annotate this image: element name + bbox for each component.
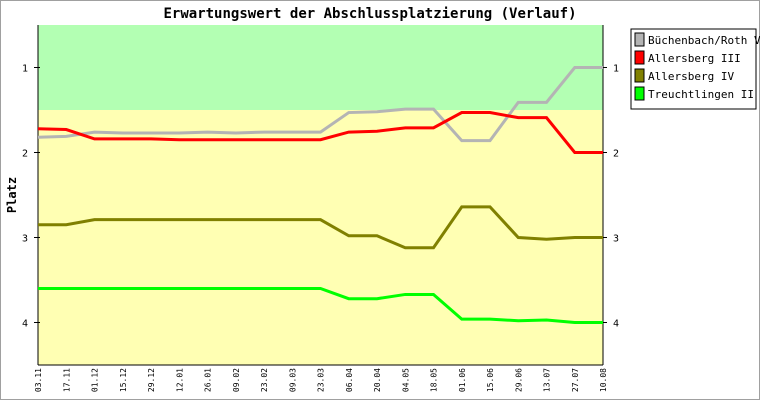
x-tick-label: 04.05 bbox=[401, 368, 410, 392]
x-tick-label: 01.12 bbox=[91, 368, 100, 392]
x-tick-label: 06.04 bbox=[345, 368, 354, 392]
legend-box bbox=[630, 28, 757, 110]
x-tick-label: 13.07 bbox=[543, 368, 552, 392]
x-tick-label: 29.12 bbox=[147, 368, 156, 392]
series-line-2 bbox=[38, 205, 603, 250]
y-tick-label-right: 4 bbox=[613, 319, 619, 330]
band-1 bbox=[38, 110, 603, 365]
legend-label: Büchenbach/Roth V bbox=[648, 34, 760, 47]
x-tick-label: 10.08 bbox=[599, 368, 608, 392]
legend-swatch bbox=[634, 50, 645, 65]
x-tick-label: 18.05 bbox=[430, 368, 439, 392]
x-tick-label: 27.07 bbox=[571, 368, 580, 392]
series-line-1 bbox=[37, 111, 603, 154]
y-tick-label-right: 2 bbox=[613, 149, 619, 160]
y-tick-label: 3 bbox=[22, 234, 28, 245]
y-tick-label: 2 bbox=[22, 149, 28, 160]
y-axis-label: Platz bbox=[5, 177, 19, 213]
x-tick-label: 17.11 bbox=[62, 368, 71, 392]
x-tick-label: 23.03 bbox=[317, 368, 326, 392]
legend: Büchenbach/Roth V Allersberg III Allersber… bbox=[630, 28, 760, 110]
x-tick-label: 09.03 bbox=[288, 368, 297, 392]
x-tick-label: 15.12 bbox=[119, 368, 128, 392]
y-tick-label: 1 bbox=[22, 64, 28, 75]
series-line-3 bbox=[38, 287, 603, 324]
x-tick-label: 01.06 bbox=[458, 368, 467, 392]
legend-swatch bbox=[634, 86, 645, 101]
x-tick-label: 23.02 bbox=[260, 368, 269, 392]
band-0 bbox=[38, 25, 603, 110]
y-tick-label: 4 bbox=[22, 319, 28, 330]
x-tick-label: 26.01 bbox=[204, 368, 213, 392]
x-tick-label: 20.04 bbox=[373, 368, 382, 392]
x-tick-label: 15.06 bbox=[486, 368, 495, 392]
y-tick-label-right: 1 bbox=[613, 64, 619, 75]
x-tick-label: 29.06 bbox=[514, 368, 523, 392]
legend-label: Treuchtlingen II bbox=[648, 88, 754, 101]
legend-swatch bbox=[634, 32, 645, 47]
chart-title: Erwartungswert der Abschlussplatzierung … bbox=[163, 6, 576, 22]
x-tick-label: 03.11 bbox=[34, 368, 43, 392]
legend-label: Allersberg IV bbox=[648, 70, 734, 83]
x-tick-label: 09.02 bbox=[232, 368, 241, 392]
x-tick-label: 12.01 bbox=[175, 368, 184, 392]
y-tick-label-right: 3 bbox=[613, 234, 619, 245]
legend-label: Allersberg III bbox=[648, 52, 741, 65]
legend-swatch bbox=[634, 68, 645, 83]
